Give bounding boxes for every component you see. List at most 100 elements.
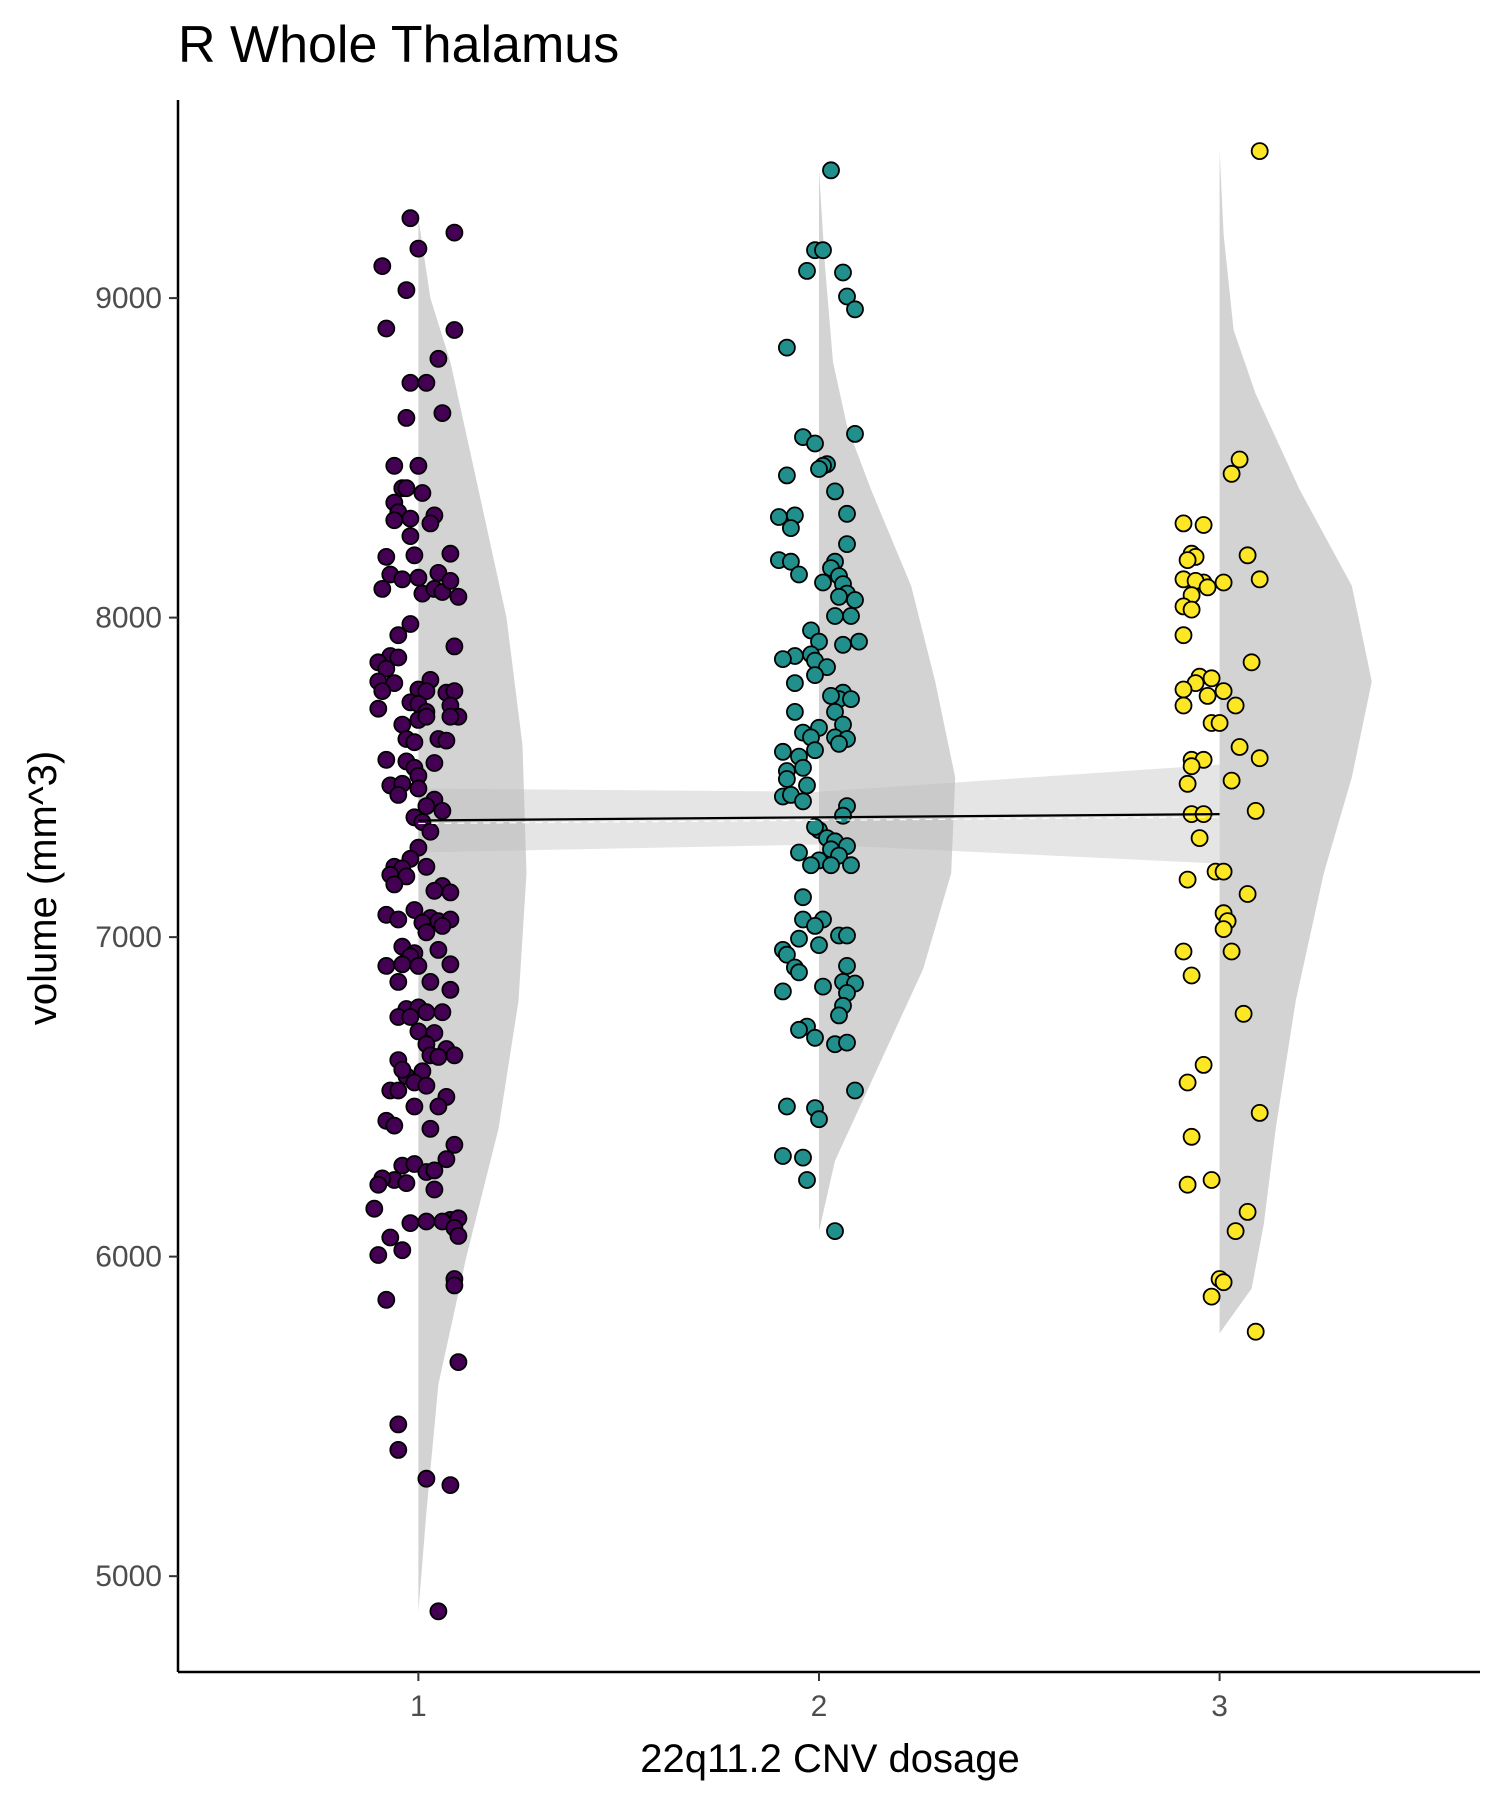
point-group-2 bbox=[846, 424, 864, 443]
point-group-3 bbox=[1182, 1127, 1201, 1146]
point-group-2 bbox=[790, 1020, 808, 1039]
point-group-1 bbox=[405, 546, 424, 565]
point-group-1 bbox=[445, 1046, 464, 1065]
point-group-2 bbox=[810, 460, 828, 478]
point-group-1 bbox=[405, 1097, 424, 1116]
point-group-1 bbox=[401, 615, 420, 633]
point-group-2 bbox=[838, 957, 856, 975]
point-group-3 bbox=[1178, 774, 1197, 793]
point-group-2 bbox=[814, 977, 832, 996]
point-group-1 bbox=[417, 1212, 436, 1231]
point-group-2 bbox=[778, 945, 796, 964]
point-group-2 bbox=[810, 632, 828, 651]
point-group-2 bbox=[834, 635, 852, 654]
point-group-2 bbox=[778, 770, 796, 788]
y-tick-label: 9000 bbox=[95, 282, 162, 315]
point-group-3 bbox=[1222, 771, 1241, 790]
point-group-1 bbox=[405, 1155, 424, 1173]
point-group-2 bbox=[786, 703, 804, 721]
point-group-2 bbox=[838, 504, 856, 523]
point-group-2 bbox=[806, 917, 824, 935]
point-group-3 bbox=[1250, 570, 1269, 589]
point-group-1 bbox=[417, 1076, 436, 1095]
point-group-1 bbox=[417, 373, 436, 392]
point-group-1 bbox=[433, 404, 452, 423]
point-group-1 bbox=[389, 910, 408, 929]
point-group-1 bbox=[445, 682, 464, 700]
point-group-1 bbox=[389, 786, 408, 804]
point-group-1 bbox=[401, 209, 420, 228]
point-group-1 bbox=[393, 1241, 412, 1260]
point-group-1 bbox=[373, 580, 392, 598]
point-group-1 bbox=[389, 1441, 408, 1459]
point-group-2 bbox=[826, 1222, 844, 1240]
density-layer bbox=[418, 151, 1372, 1612]
point-group-1 bbox=[437, 1150, 456, 1169]
point-group-2 bbox=[822, 161, 840, 180]
density-group-1 bbox=[418, 218, 527, 1612]
point-group-2 bbox=[846, 300, 864, 319]
point-group-2 bbox=[826, 703, 844, 721]
point-group-1 bbox=[449, 1353, 468, 1371]
y-tick-label: 5000 bbox=[95, 1560, 162, 1593]
point-group-2 bbox=[778, 466, 796, 485]
point-group-2 bbox=[774, 742, 792, 761]
point-group-2 bbox=[830, 587, 848, 606]
point-group-1 bbox=[417, 707, 436, 726]
point-group-1 bbox=[393, 955, 412, 974]
point-group-1 bbox=[417, 923, 436, 942]
point-group-2 bbox=[806, 741, 824, 760]
point-group-1 bbox=[445, 223, 464, 242]
point-group-2 bbox=[806, 434, 824, 453]
point-group-3 bbox=[1250, 749, 1269, 768]
y-tick-label: 7000 bbox=[95, 921, 162, 954]
trend-line-layer bbox=[418, 813, 1220, 825]
point-group-1 bbox=[429, 1602, 448, 1621]
point-group-3 bbox=[1230, 450, 1249, 469]
point-group-1 bbox=[397, 867, 416, 886]
point-group-1 bbox=[377, 319, 396, 338]
point-group-3 bbox=[1178, 870, 1197, 889]
point-group-1 bbox=[409, 456, 428, 475]
point-group-1 bbox=[385, 456, 404, 475]
point-group-2 bbox=[822, 856, 840, 875]
point-group-2 bbox=[790, 843, 808, 862]
point-group-1 bbox=[365, 1199, 384, 1218]
point-group-3 bbox=[1198, 578, 1217, 597]
point-group-3 bbox=[1194, 1056, 1213, 1074]
point-group-1 bbox=[449, 1227, 468, 1245]
point-group-1 bbox=[425, 1180, 444, 1199]
point-group-2 bbox=[774, 982, 792, 1001]
point-group-1 bbox=[445, 1276, 464, 1295]
point-group-1 bbox=[441, 1476, 460, 1494]
point-group-1 bbox=[429, 1097, 448, 1116]
density-group-3 bbox=[1219, 151, 1372, 1334]
point-group-1 bbox=[405, 901, 424, 919]
point-group-3 bbox=[1194, 516, 1213, 534]
trend-line-dashed bbox=[418, 816, 1220, 825]
point-group-3 bbox=[1246, 1322, 1265, 1341]
point-group-1 bbox=[409, 239, 428, 258]
point-group-2 bbox=[794, 758, 812, 777]
point-group-2 bbox=[794, 1148, 812, 1167]
point-group-3 bbox=[1214, 573, 1233, 592]
point-group-1 bbox=[441, 572, 460, 590]
point-group-1 bbox=[373, 257, 392, 276]
point-group-1 bbox=[445, 321, 464, 339]
point-group-2 bbox=[838, 926, 856, 945]
point-group-2 bbox=[782, 519, 800, 537]
point-group-3 bbox=[1178, 1175, 1197, 1194]
point-group-3 bbox=[1234, 1004, 1253, 1023]
point-group-1 bbox=[369, 1246, 388, 1264]
point-group-3 bbox=[1182, 966, 1201, 985]
point-group-1 bbox=[377, 659, 396, 678]
point-group-2 bbox=[802, 856, 820, 875]
point-group-2 bbox=[838, 1033, 856, 1052]
point-group-2 bbox=[798, 261, 816, 280]
point-group-2 bbox=[790, 963, 808, 982]
point-group-3 bbox=[1238, 1203, 1257, 1221]
point-group-1 bbox=[425, 754, 444, 772]
point-group-1 bbox=[449, 587, 468, 606]
point-group-2 bbox=[814, 573, 832, 592]
point-group-2 bbox=[798, 776, 816, 795]
